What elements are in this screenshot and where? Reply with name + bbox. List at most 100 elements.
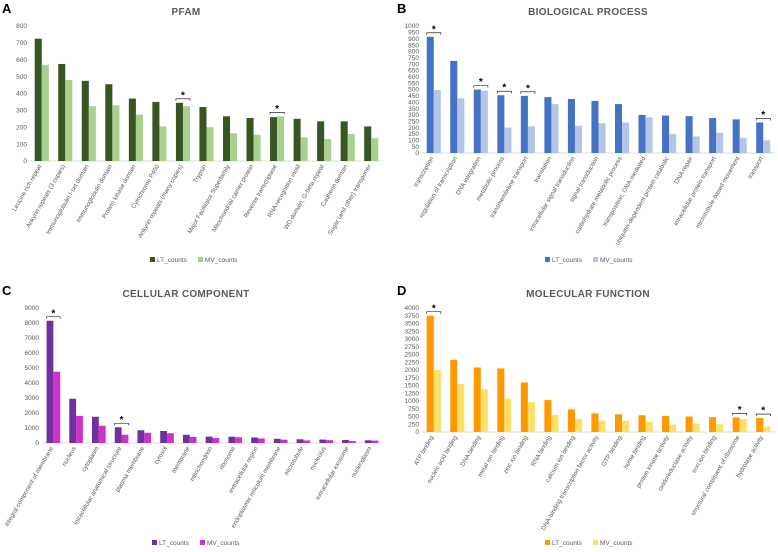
panel-b-significance-star: *	[761, 110, 765, 121]
panel-c-legend-swatch	[200, 540, 205, 545]
panel-b-category-label: DNA integration	[455, 155, 483, 197]
panel-d-y-tick-label: 1750	[405, 375, 420, 382]
panel-b-bar-lt-counts	[520, 95, 528, 153]
panel-a-category-label: Sugar (and other) transporter	[327, 164, 373, 237]
panel-a-legend-label: LT_counts	[157, 257, 188, 264]
panel-a-category-label: Immunoglobulin I-set domain	[45, 163, 91, 236]
panel-b-y-tick-label: 200	[408, 125, 419, 132]
panel-d-title: MOLECULAR FUNCTION	[526, 289, 650, 300]
panel-c-significance-star: *	[51, 308, 55, 319]
panel-c-bar-mv-counts	[144, 432, 152, 443]
panel-a-bar-mv-counts	[253, 134, 261, 161]
panel-c-category-label: nucleus	[61, 446, 78, 468]
panel-c-bar-mv-counts	[76, 416, 83, 443]
panel-b-bar-mv-counts	[551, 104, 559, 153]
panel-c-bar-mv-counts	[121, 434, 129, 443]
panel-c-category-label: nucleoplasm	[350, 446, 373, 480]
panel-b-y-tick-label: 0	[415, 150, 419, 157]
panel-d-y-tick-label: 1000	[405, 398, 420, 405]
panel-a-bar-lt-counts	[199, 107, 207, 161]
panel-a-bar-lt-counts	[152, 101, 160, 161]
panel-d-bar-lt-counts	[450, 359, 458, 432]
panel-b-y-tick-label: 650	[408, 68, 419, 75]
panel-a-bar-mv-counts	[371, 138, 379, 161]
panel-a-y-tick-label: 400	[16, 91, 27, 98]
panel-d-y-tick-label: 0	[415, 429, 419, 436]
panel-a-title: PFAM	[172, 7, 201, 18]
panel-a-bar-mv-counts	[135, 114, 143, 161]
panel-d-bar-lt-counts	[426, 315, 434, 432]
panel-d-legend-swatch	[545, 540, 550, 545]
panel-a-bar-mv-counts	[88, 106, 96, 161]
panel-c-legend-label: MV_counts	[207, 540, 240, 547]
panel-a-category-label: Trypsin	[192, 163, 208, 184]
panel-b-y-tick-label: 250	[408, 118, 419, 125]
panel-b-bar-mv-counts	[716, 132, 724, 153]
panel-c-y-tick-label: 0	[35, 440, 39, 447]
panel-b-y-tick-label: 950	[408, 30, 419, 37]
panel-c-bar-lt-counts	[92, 416, 99, 443]
panel-a-letter: A	[2, 1, 12, 16]
panel-c-y-tick-label: 2000	[25, 410, 40, 417]
panel-a-bar-lt-counts	[340, 121, 348, 161]
panel-c-bar-lt-counts	[182, 434, 190, 443]
panel-d-bar-mv-counts	[739, 418, 747, 432]
panel-b-y-tick-label: 700	[408, 61, 419, 68]
panel-a-bar-lt-counts	[317, 121, 325, 161]
panel-c-bar-mv-counts	[257, 438, 265, 443]
panel-a-bar-mv-counts	[206, 127, 214, 161]
panel-b-category-label: transcription	[413, 155, 436, 188]
panel-a-bar-lt-counts	[175, 102, 183, 161]
panel-b-bar-lt-counts	[497, 95, 505, 153]
panel-d-category-label: DNA binding	[459, 434, 483, 468]
panel-c-y-tick-label: 3000	[25, 395, 40, 402]
panel-c-y-tick-label: 8000	[25, 320, 40, 327]
panel-b-bar-mv-counts	[669, 133, 677, 153]
panel-d-significance-star: *	[761, 406, 765, 417]
panel-d-significance-bracket	[732, 413, 748, 416]
panel-d-bar-mv-counts	[645, 421, 653, 432]
panel-b-bar-mv-counts	[480, 90, 488, 153]
panel-d-bar-lt-counts	[520, 382, 528, 432]
panel-d: D MOLECULAR FUNCTION 0250500750100012501…	[397, 283, 775, 547]
panel-d-bar-mv-counts	[457, 383, 465, 432]
panel-d-category-label: RNA binding	[530, 434, 554, 468]
panel-b-letter: B	[397, 1, 406, 16]
panel-c-title: CELLULAR COMPONENT	[122, 289, 249, 300]
panel-b-y-tick-label: 100	[408, 138, 419, 145]
panel-c-significance-star: *	[120, 415, 124, 426]
panel-c-bar-mv-counts	[326, 440, 333, 443]
panel-d-bar-mv-counts	[622, 420, 630, 432]
panel-a-bar-lt-counts	[81, 80, 89, 161]
panel-a-significance-bracket	[175, 98, 191, 101]
panel-b-bar-mv-counts	[763, 140, 771, 153]
panel-c-y-tick-label: 4000	[25, 380, 40, 387]
panel-b-bar-lt-counts	[426, 36, 434, 153]
panel-c-category-label: ribosome	[218, 445, 237, 471]
panel-b-significance-bracket	[755, 118, 771, 121]
panel-b-legend-swatch	[545, 257, 550, 262]
panel-d-y-tick-label: 2750	[405, 344, 420, 351]
panel-a-significance-bracket	[269, 111, 285, 115]
panel-c-bar-lt-counts	[319, 439, 327, 443]
panel-d-bar-mv-counts	[480, 389, 488, 432]
panel-d-bar-lt-counts	[473, 367, 481, 432]
panel-b-legend-label: MV_counts	[600, 257, 633, 264]
panel-a-y-tick-label: 600	[16, 57, 27, 64]
panel-d-bar-lt-counts	[614, 414, 623, 432]
panel-a-bar-lt-counts	[128, 98, 136, 161]
panel-c-category-label: mitochondrion	[189, 445, 215, 483]
panel-b-bar-lt-counts	[685, 116, 693, 153]
panel-a-bar-mv-counts	[230, 133, 238, 161]
panel-b-legend-swatch	[593, 257, 598, 262]
panel-b-bar-lt-counts	[567, 99, 575, 153]
panel-b-bar-mv-counts	[574, 125, 583, 153]
panel-d-significance-star: *	[738, 405, 742, 416]
panel-b-legend-label: LT_counts	[552, 257, 583, 264]
panel-d-bar-lt-counts	[497, 368, 505, 432]
panel-c-category-label: microtubule	[283, 445, 305, 477]
panel-b-y-tick-label: 800	[408, 49, 419, 56]
panel-a: A PFAM 0100200300400500600700800Leucine …	[2, 1, 383, 264]
panel-d-bar-lt-counts	[662, 415, 670, 432]
